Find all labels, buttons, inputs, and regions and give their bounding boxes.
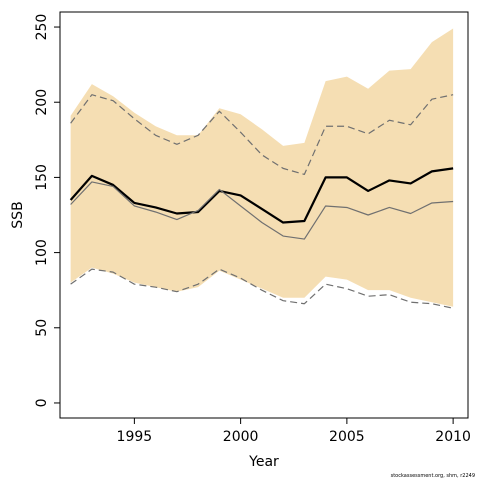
- plot-frame: [59, 11, 469, 419]
- y-tick-label: 0: [34, 399, 50, 408]
- x-tick-label: 2005: [329, 429, 365, 445]
- y-tick-label: 250: [34, 14, 50, 41]
- lower-bound-line: [70, 268, 454, 309]
- y-axis: 0 50 100 150 200 250: [34, 14, 60, 408]
- y-axis-label: SSB: [10, 201, 26, 228]
- y-tick-label: 100: [34, 239, 50, 266]
- x-axis-label: Year: [248, 454, 279, 470]
- y-tick-label: 150: [34, 164, 50, 191]
- x-tick-label: 1995: [117, 429, 153, 445]
- ssb-estimate-line: [69, 167, 454, 224]
- x-tick-label: 2000: [223, 429, 259, 445]
- x-tick-label: 2010: [435, 429, 471, 445]
- upper-bound-line: [70, 94, 454, 175]
- y-tick-label: 50: [34, 319, 50, 337]
- y-tick-label: 200: [34, 89, 50, 116]
- confidence-band: [70, 28, 454, 307]
- x-axis: 1995 2000 2005 2010: [117, 418, 471, 445]
- ssb-alt-line: [70, 181, 454, 240]
- footer-credit: stockassessment.org, shm, r2249: [391, 473, 475, 479]
